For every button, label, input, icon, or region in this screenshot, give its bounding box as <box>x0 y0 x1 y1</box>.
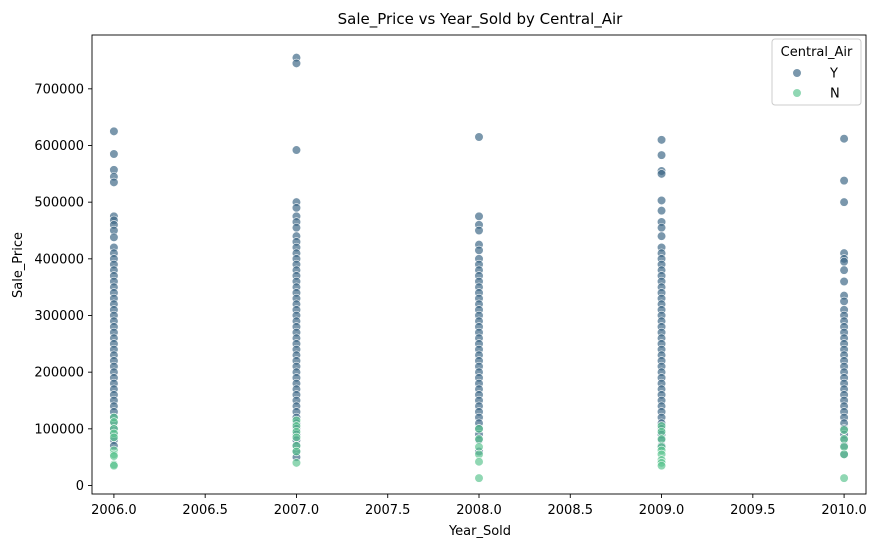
data-point <box>656 169 667 179</box>
x-tick-label: 2010.0 <box>821 503 867 518</box>
data-point <box>291 432 302 442</box>
data-point <box>474 473 484 483</box>
x-tick-label: 2009.5 <box>730 503 776 518</box>
data-point <box>109 126 119 136</box>
plot-area <box>91 34 867 495</box>
series-N <box>109 412 849 483</box>
y-axis: 0 100000 200000 300000 400000 500000 600000 700… <box>34 82 92 494</box>
data-point <box>109 461 119 471</box>
y-tick-label: 400000 <box>34 252 84 267</box>
x-axis-label: Year_Sold <box>448 524 511 539</box>
data-point <box>839 197 849 207</box>
data-point <box>839 265 849 275</box>
legend-label: N <box>830 87 840 102</box>
data-point <box>839 257 849 267</box>
data-point <box>291 203 302 213</box>
data-point <box>656 135 667 145</box>
legend-marker <box>792 68 802 78</box>
y-tick-label: 600000 <box>34 139 84 154</box>
legend-marker <box>792 88 802 98</box>
data-point <box>474 424 484 434</box>
y-tick-label: 0 <box>76 479 84 494</box>
data-point <box>291 145 302 155</box>
data-point <box>474 211 484 221</box>
data-point <box>656 231 667 241</box>
data-point <box>291 223 302 233</box>
data-point <box>109 232 119 242</box>
y-tick-label: 500000 <box>34 196 84 211</box>
y-tick-label: 300000 <box>34 309 84 324</box>
data-point <box>839 276 849 287</box>
legend-label: Y <box>829 67 838 82</box>
x-axis: 2006.0 2006.5 2007.0 2007.5 2008.0 2008.5 2009… <box>91 494 867 518</box>
x-tick-label: 2008.0 <box>456 503 502 518</box>
data-point <box>839 134 849 144</box>
data-point <box>291 446 302 457</box>
data-point <box>839 449 849 459</box>
x-tick-label: 2009.0 <box>639 503 685 518</box>
legend-frame <box>771 38 862 106</box>
x-tick-label: 2008.5 <box>548 503 594 518</box>
data-point <box>291 58 302 68</box>
x-tick-label: 2007.5 <box>365 503 411 518</box>
x-tick-label: 2007.0 <box>274 503 320 518</box>
y-axis-label: Sale_Price <box>11 232 26 298</box>
chart-title: Sale_Price vs Year_Sold by Central_Air <box>338 10 624 29</box>
data-point <box>656 461 667 471</box>
data-point <box>109 177 119 187</box>
y-tick-label: 100000 <box>34 422 84 437</box>
x-tick-label: 2006.5 <box>182 503 228 518</box>
data-point <box>656 195 667 206</box>
y-tick-label: 200000 <box>34 366 84 381</box>
data-point <box>656 150 667 160</box>
data-point <box>109 451 119 461</box>
data-point <box>474 245 484 255</box>
x-tick-label: 2006.0 <box>91 503 137 518</box>
data-point <box>656 206 667 216</box>
data-point <box>474 132 484 142</box>
data-point <box>656 434 667 444</box>
legend-title: Central_Air <box>781 45 853 60</box>
data-point <box>109 149 119 159</box>
data-point <box>474 225 484 236</box>
data-point <box>474 457 484 467</box>
data-point <box>839 176 849 186</box>
data-point <box>839 296 849 306</box>
data-point <box>839 434 849 444</box>
data-point <box>291 458 302 468</box>
data-point <box>839 473 849 483</box>
data-point <box>839 425 849 435</box>
y-tick-label: 700000 <box>34 82 84 97</box>
legend: Central_Air YN <box>771 38 862 106</box>
data-point <box>474 434 484 444</box>
data-point <box>109 432 119 442</box>
data-point <box>656 223 667 233</box>
